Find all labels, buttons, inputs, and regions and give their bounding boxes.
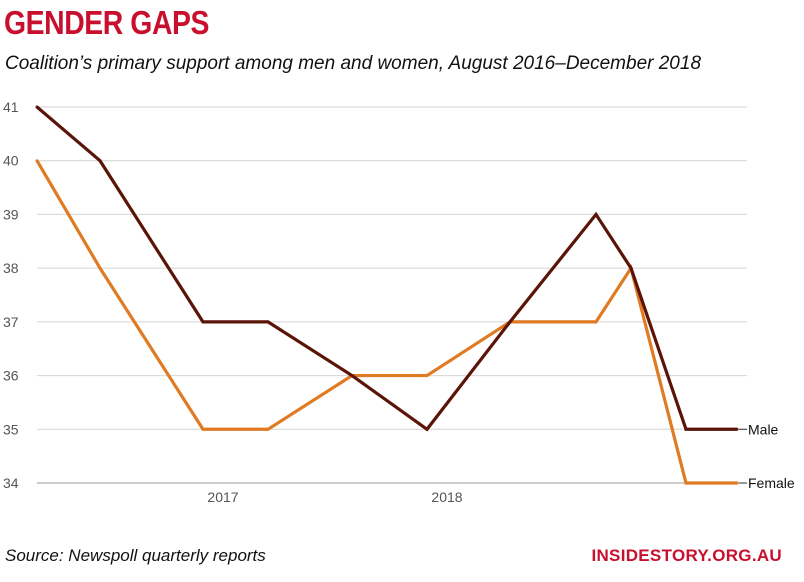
y-tick-label: 37 (3, 314, 19, 330)
source-note: Source: Newspoll quarterly reports (5, 546, 266, 565)
data-point-female (98, 266, 102, 270)
data-point-male (98, 159, 102, 163)
y-tick-label: 38 (3, 260, 19, 276)
data-point-male (629, 266, 633, 270)
data-point-female (425, 374, 429, 378)
data-point-male (508, 320, 512, 324)
y-axis-ticks: 34 35 36 37 38 39 40 41 (3, 99, 19, 491)
series-lines (35, 105, 739, 485)
data-point-male (684, 427, 688, 431)
data-point-male (35, 105, 39, 109)
line-chart: 34 35 36 37 38 39 40 41 2017 2018 Female Male (3, 99, 795, 505)
x-axis-ticks: 2017 2018 (207, 489, 462, 505)
data-point-female (266, 427, 270, 431)
data-point-female (201, 427, 205, 431)
y-tick-label: 34 (3, 475, 19, 491)
data-point-male (425, 427, 429, 431)
y-tick-label: 36 (3, 368, 19, 384)
data-point-female (594, 320, 598, 324)
series-label-female: Female (748, 475, 795, 491)
data-point-female (35, 159, 39, 163)
y-tick-label: 40 (3, 153, 19, 169)
brand-logo-text: INSIDESTORY.ORG.AU (591, 546, 782, 565)
gridlines (37, 106, 747, 484)
series-label-male: Male (748, 421, 779, 437)
data-point-male (266, 320, 270, 324)
data-point-male (594, 212, 598, 216)
series-labels: Female Male (739, 421, 795, 491)
data-point-female (735, 481, 739, 485)
data-point-female (684, 481, 688, 485)
data-point-male (735, 427, 739, 431)
y-tick-label: 41 (3, 99, 19, 115)
chart-subtitle: Coalition’s primary support among men an… (5, 53, 702, 74)
y-tick-label: 35 (3, 421, 19, 437)
x-tick-label: 2018 (431, 489, 462, 505)
chart-title: GENDER GAPS (4, 4, 210, 41)
data-point-male (350, 374, 354, 378)
x-tick-label: 2017 (207, 489, 238, 505)
y-tick-label: 39 (3, 206, 19, 222)
data-point-male (201, 320, 205, 324)
